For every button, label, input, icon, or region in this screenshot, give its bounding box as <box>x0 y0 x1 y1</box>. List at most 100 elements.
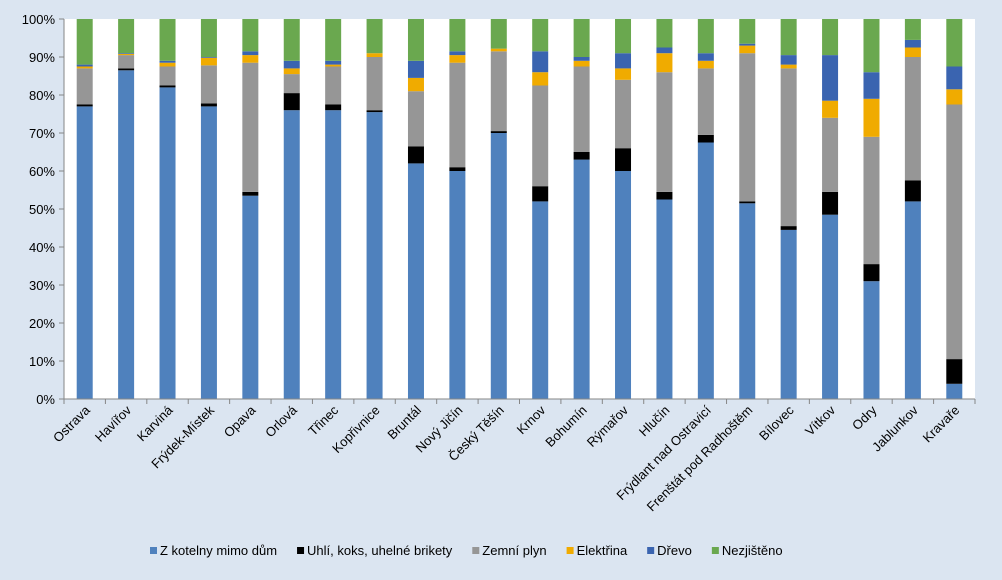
y-tick-label: 100% <box>22 12 56 27</box>
bar-segment <box>822 214 839 399</box>
bar-segment <box>76 19 93 65</box>
bar-segment <box>325 104 342 111</box>
bar-segment <box>573 66 590 152</box>
bar-segment <box>904 57 921 181</box>
bar-segment <box>283 68 300 75</box>
bar-segment <box>656 72 673 192</box>
bar-segment <box>739 53 756 202</box>
bar-segment <box>904 19 921 40</box>
bar-segment <box>615 68 632 80</box>
legend-swatch <box>647 547 655 554</box>
x-tick-label: Třinec <box>305 402 341 438</box>
bar-segment <box>283 110 300 399</box>
bar-segment <box>449 167 466 171</box>
plot-area <box>64 19 975 399</box>
bar-segment <box>449 51 466 56</box>
bar-segment <box>242 195 259 399</box>
bar-segment <box>159 60 176 63</box>
bar-segment <box>904 201 921 399</box>
x-tick-label: Opava <box>221 402 259 440</box>
bar-segment <box>532 72 549 86</box>
x-tick-label: Bruntál <box>384 402 424 442</box>
bar-segment <box>490 48 507 52</box>
x-tick-label: Ostrava <box>50 402 93 445</box>
bar-segment <box>366 19 383 54</box>
y-axis: 0% 10% 20% 30% 40% 50% 60% 70% 80% 90% 100% <box>22 12 64 407</box>
x-tick-label: Vítkov <box>802 402 839 439</box>
bar-segment <box>200 106 217 400</box>
bar-segment <box>76 106 93 400</box>
bar-segment <box>490 131 507 133</box>
bar-segment <box>407 163 424 399</box>
bar-segment <box>490 19 507 49</box>
bar-segment <box>200 57 217 58</box>
bar-segment <box>946 359 963 384</box>
bar-segment <box>863 72 880 99</box>
bar-segment <box>904 39 921 48</box>
legend-label: Zemní plyn <box>482 543 546 558</box>
y-tick-label: 60% <box>29 164 55 179</box>
bar-segment <box>532 19 549 52</box>
y-tick-label: 90% <box>29 50 55 65</box>
bar-segment <box>532 201 549 399</box>
bar-segment <box>325 19 342 61</box>
bar-segment <box>656 191 673 200</box>
x-tick-label: Kravaře <box>920 403 963 446</box>
legend: Z kotelny mimo dům Uhlí, koks, uhelné bri… <box>150 543 783 558</box>
bar-segment <box>159 87 176 400</box>
y-tick-label: 10% <box>29 354 55 369</box>
bar-segment <box>697 60 714 69</box>
bar-segment <box>780 55 797 65</box>
x-tick-label: Bílovec <box>756 402 797 443</box>
y-tick-label: 0% <box>36 392 55 407</box>
y-tick-label: 30% <box>29 278 55 293</box>
bars <box>76 19 963 400</box>
bar-segment <box>656 53 673 73</box>
bar-segment <box>118 19 135 54</box>
x-tick-label: Havířov <box>92 402 135 445</box>
bar-segment <box>822 19 839 56</box>
bar-segment <box>490 51 507 132</box>
legend-swatch <box>711 547 719 554</box>
bar-segment <box>532 51 549 73</box>
bar-segment <box>449 19 466 52</box>
legend-label: Uhlí, koks, uhelné brikety <box>307 543 453 558</box>
bar-segment <box>573 57 590 61</box>
bar-segment <box>780 229 797 399</box>
bar-segment <box>573 152 590 160</box>
bar-segment <box>697 142 714 399</box>
bar-segment <box>904 180 921 202</box>
bar-segment <box>615 19 632 54</box>
bar-segment <box>615 79 632 149</box>
bar-segment <box>242 55 259 63</box>
bar-segment <box>697 68 714 135</box>
axes <box>63 19 976 404</box>
legend-label: Dřevo <box>657 543 692 558</box>
y-tick-label: 20% <box>29 316 55 331</box>
bar-segment <box>283 93 300 111</box>
bar-segment <box>780 226 797 230</box>
bar-segment <box>118 53 135 56</box>
bar-segment <box>118 68 135 71</box>
bar-segment <box>76 68 93 105</box>
y-tick-label: 40% <box>29 240 55 255</box>
bar-segment <box>697 53 714 61</box>
legend-swatch <box>297 547 305 554</box>
bar-segment <box>697 19 714 54</box>
bar-segment <box>739 201 756 204</box>
legend-label: Elektřina <box>577 543 628 558</box>
bar-segment <box>200 19 217 57</box>
x-tick-label: Orlová <box>262 402 300 440</box>
x-tick-label: Krnov <box>514 402 549 437</box>
bar-segment <box>863 281 880 399</box>
y-tick-label: 50% <box>29 202 55 217</box>
x-tick-label: Bohumín <box>542 403 589 450</box>
bar-segment <box>76 64 93 67</box>
bar-segment <box>159 62 176 67</box>
legend-label: Nezjištěno <box>722 543 783 558</box>
bar-segment <box>656 19 673 48</box>
bar-segment <box>904 47 921 57</box>
bar-segment <box>863 19 880 73</box>
x-tick-label: Jablunkov <box>869 402 921 454</box>
